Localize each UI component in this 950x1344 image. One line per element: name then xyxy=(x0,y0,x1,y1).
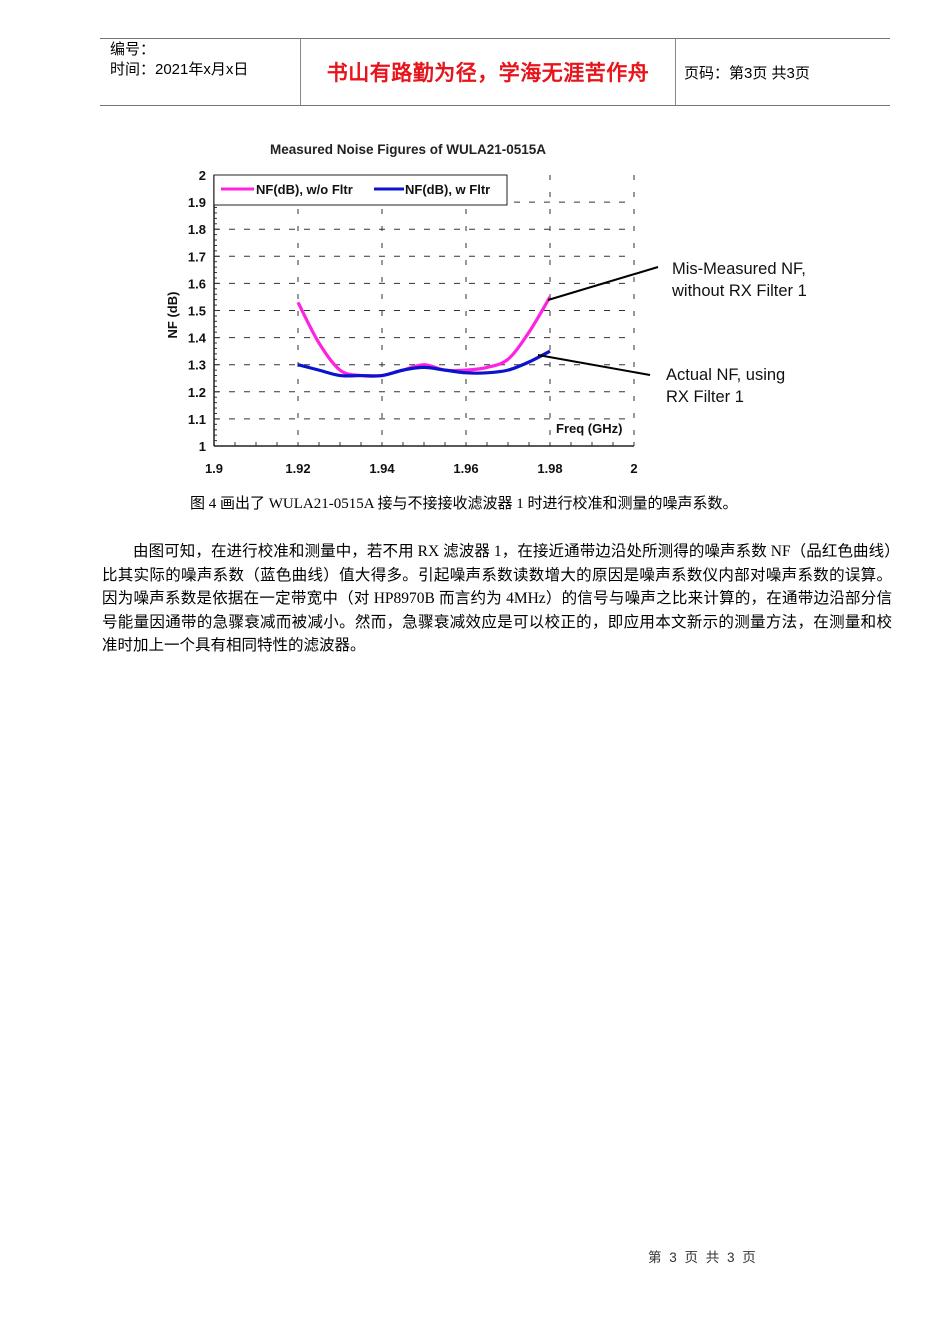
svg-text:1.96: 1.96 xyxy=(453,461,478,476)
y-axis-label: NF (dB) xyxy=(165,292,180,339)
annotation-mis-measured-1: Mis-Measured NF, xyxy=(672,260,806,278)
serial-label: 编号： xyxy=(110,41,156,58)
chart-legend: NF(dB), w/o Fltr NF(dB), w Fltr xyxy=(213,174,508,206)
legend-label-w-filter: NF(dB), w Fltr xyxy=(405,182,490,197)
annotation-arrows xyxy=(537,266,659,376)
svg-text:1.9: 1.9 xyxy=(205,461,223,476)
header-meta: 编号： 时间：2021年x月x日 xyxy=(100,39,301,105)
body-paragraph: 由图可知，在进行校准和测量中，若不用 RX 滤波器 1，在接近通带边沿处所测得的… xyxy=(102,543,892,654)
legend-label-wo-filter: NF(dB), w/o Fltr xyxy=(256,182,353,197)
svg-text:1.2: 1.2 xyxy=(188,385,206,400)
svg-text:1.6: 1.6 xyxy=(188,276,206,291)
svg-text:1: 1 xyxy=(199,439,206,454)
chart-title: Measured Noise Figures of WULA21-0515A xyxy=(270,142,546,157)
date-label: 时间：2021年x月x日 xyxy=(110,61,249,78)
series-line xyxy=(297,349,551,378)
svg-text:1.4: 1.4 xyxy=(188,331,207,346)
svg-text:2: 2 xyxy=(630,461,637,476)
svg-text:1.5: 1.5 xyxy=(188,304,206,319)
figure-caption: 图 4 画出了 WULA21-0515A 接与不接接收滤波器 1 时进行校准和测… xyxy=(190,496,738,512)
svg-text:1.9: 1.9 xyxy=(188,195,206,210)
svg-text:1.98: 1.98 xyxy=(537,461,562,476)
svg-text:1.8: 1.8 xyxy=(188,222,206,237)
annotation-mis-measured-2: without RX Filter 1 xyxy=(671,282,807,300)
svg-text:1.1: 1.1 xyxy=(188,412,206,427)
annotation-actual-2: RX Filter 1 xyxy=(666,388,744,406)
svg-text:1.7: 1.7 xyxy=(188,249,206,264)
header-page-label: 页码：第3页 共3页 xyxy=(684,64,810,82)
chart-grid xyxy=(214,175,635,446)
page-footer: 第 3 页 共 3 页 xyxy=(648,1250,756,1265)
series-line xyxy=(296,296,552,378)
annotation-actual-1: Actual NF, using xyxy=(666,366,785,384)
svg-text:1.94: 1.94 xyxy=(369,461,395,476)
chart-axes: 11.11.21.31.41.51.61.71.81.921.9 1.92 1.94… xyxy=(188,168,638,476)
svg-text:1.92: 1.92 xyxy=(285,461,310,476)
x-axis-label: Freq (GHz) xyxy=(556,421,622,436)
header-motto: 书山有路勤为径，学海无涯苦作舟 xyxy=(301,39,676,105)
noise-figure-chart: Measured Noise Figures of WULA21-0515A 1… xyxy=(150,130,850,490)
chart-series xyxy=(296,296,552,378)
svg-text:2: 2 xyxy=(199,168,206,183)
svg-text:1.3: 1.3 xyxy=(188,358,206,373)
page-header: 编号： 时间：2021年x月x日 书山有路勤为径，学海无涯苦作舟 页码：第3页 … xyxy=(100,38,890,106)
